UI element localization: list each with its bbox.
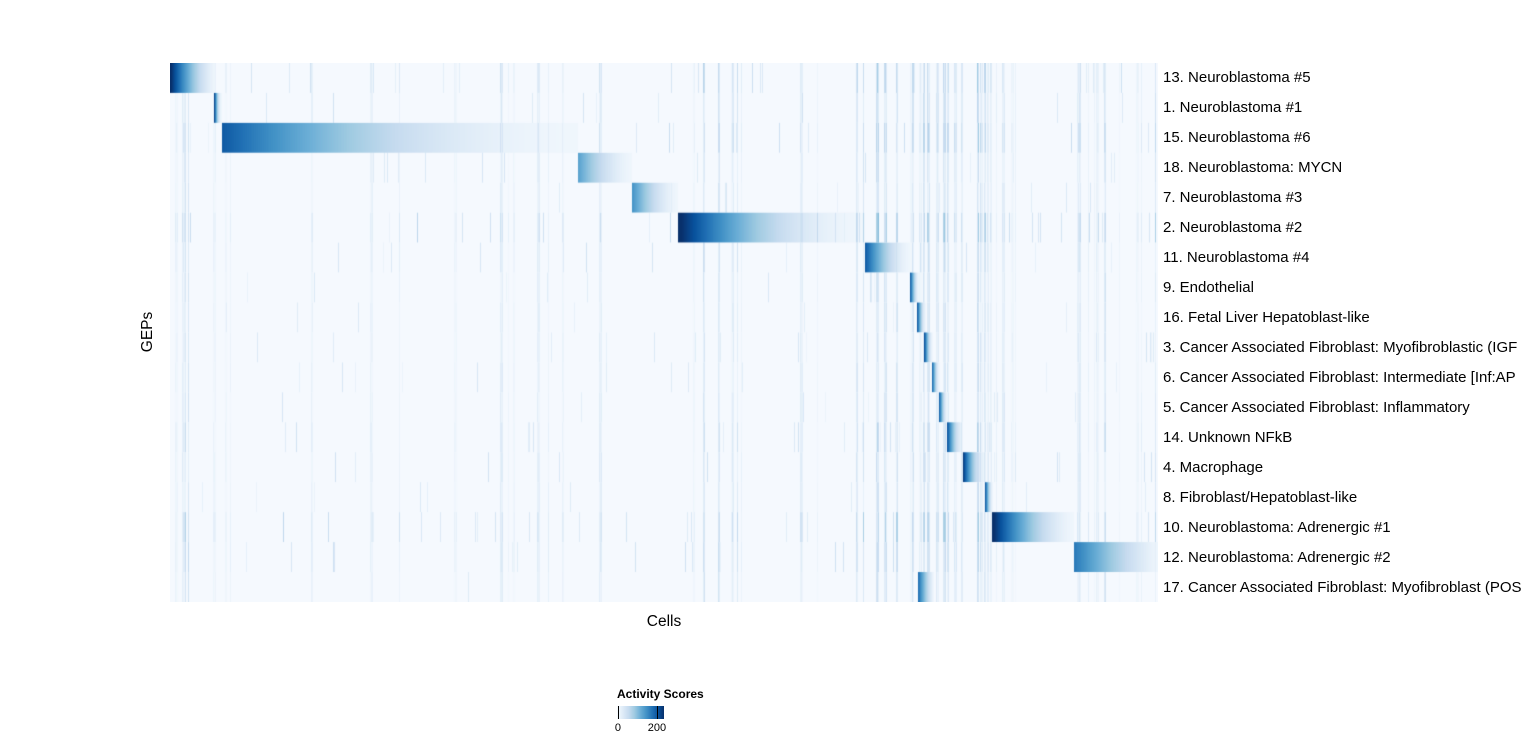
row-label: 7. Neuroblastoma #3	[1163, 189, 1303, 207]
row-label: 4. Macrophage	[1163, 458, 1264, 476]
y-axis-label: GEPs	[139, 311, 156, 353]
row-label: 17. Cancer Associated Fibroblast: Myofib…	[1163, 578, 1522, 596]
row-label: 13. Neuroblastoma #5	[1163, 69, 1311, 87]
row-label: 15. Neuroblastoma #6	[1163, 129, 1311, 147]
legend-tick-max	[656, 706, 658, 719]
legend-tick-label-min: 0	[614, 722, 621, 734]
legend-tick-min	[617, 706, 619, 719]
legend-tick-label-max: 200	[647, 722, 667, 734]
row-label: 11. Neuroblastoma #4	[1163, 249, 1310, 267]
row-label: 3. Cancer Associated Fibroblast: Myofibr…	[1163, 338, 1518, 356]
row-label: 1. Neuroblastoma #1	[1163, 99, 1303, 117]
row-label: 9. Endothelial	[1163, 279, 1254, 297]
row-label: 18. Neuroblastoma: MYCN	[1163, 159, 1343, 177]
legend: Activity Scores 0 200	[615, 687, 757, 734]
legend-colorbar	[617, 706, 664, 719]
row-label: 14. Unknown NFkB	[1163, 428, 1293, 446]
x-axis-label: Cells	[646, 613, 682, 630]
row-label: 10. Neuroblastoma: Adrenergic #1	[1163, 518, 1391, 536]
row-label: 16. Fetal Liver Hepatoblast-like	[1163, 309, 1370, 327]
row-label: 5. Cancer Associated Fibroblast: Inflamm…	[1163, 398, 1470, 416]
row-label: 12. Neuroblastoma: Adrenergic #2	[1163, 548, 1391, 566]
row-label: 2. Neuroblastoma #2	[1163, 219, 1303, 237]
row-labels: 13. Neuroblastoma #5 1. Neuroblastoma #1 1…	[1163, 63, 1540, 602]
heatmap-canvas	[170, 63, 1158, 602]
legend-title: Activity Scores	[617, 687, 704, 701]
row-label: 6. Cancer Associated Fibroblast: Interme…	[1163, 368, 1516, 386]
row-label: 8. Fibroblast/Hepatoblast-like	[1163, 488, 1358, 506]
